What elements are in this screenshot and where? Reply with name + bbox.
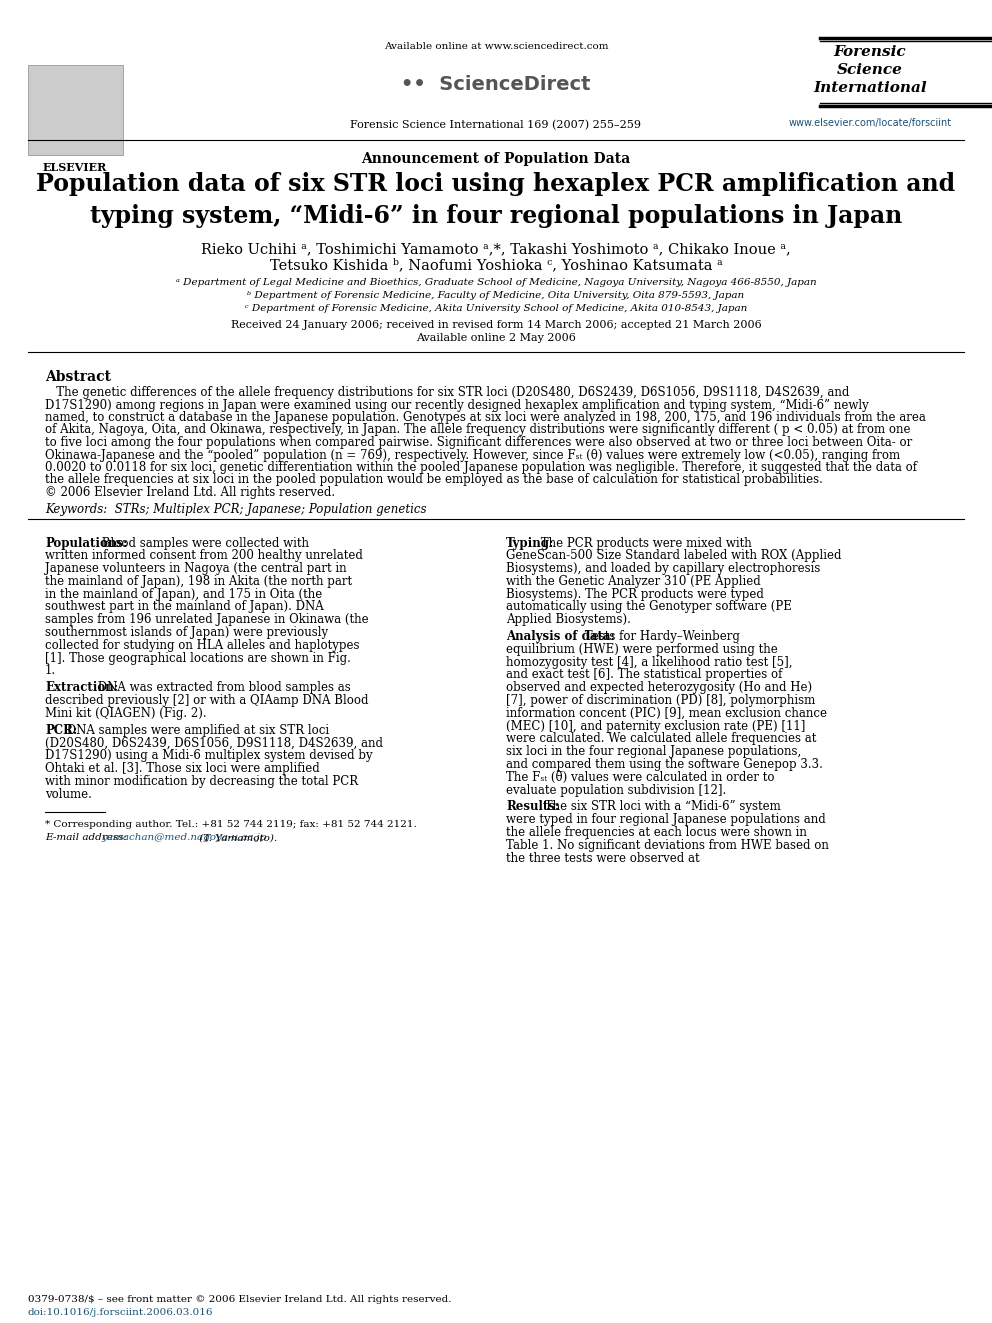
Text: ᶜ Department of Forensic Medicine, Akita University School of Medicine, Akita 01: ᶜ Department of Forensic Medicine, Akita… <box>245 304 747 314</box>
Text: Forensic: Forensic <box>833 45 907 60</box>
Text: (D20S480, D6S2439, D6S1056, D9S1118, D4S2639, and: (D20S480, D6S2439, D6S1056, D9S1118, D4S… <box>45 737 383 750</box>
Text: Rieko Uchihi ᵃ, Toshimichi Yamamoto ᵃ,*, Takashi Yoshimoto ᵃ, Chikako Inoue ᵃ,: Rieko Uchihi ᵃ, Toshimichi Yamamoto ᵃ,*,… <box>201 242 791 255</box>
Text: D17S1290) among regions in Japan were examined using our recently designed hexap: D17S1290) among regions in Japan were ex… <box>45 398 869 411</box>
Text: Populations:: Populations: <box>45 537 127 549</box>
Text: Abstract: Abstract <box>45 370 111 384</box>
Text: Population data of six STR loci using hexaplex PCR amplification and: Population data of six STR loci using he… <box>37 172 955 196</box>
Text: © 2006 Elsevier Ireland Ltd. All rights reserved.: © 2006 Elsevier Ireland Ltd. All rights … <box>45 486 335 499</box>
Text: of Akita, Nagoya, Oita, and Okinawa, respectively, in Japan. The allele frequenc: of Akita, Nagoya, Oita, and Okinawa, res… <box>45 423 911 437</box>
Text: Ohtaki et al. [3]. Those six loci were amplified: Ohtaki et al. [3]. Those six loci were a… <box>45 762 319 775</box>
Text: PCR:: PCR: <box>45 724 77 737</box>
Text: Biosystems). The PCR products were typed: Biosystems). The PCR products were typed <box>506 587 764 601</box>
Text: ••  ScienceDirect: •• ScienceDirect <box>401 75 591 94</box>
Text: the mainland of Japan), 198 in Akita (the north part: the mainland of Japan), 198 in Akita (th… <box>45 576 352 587</box>
Text: The PCR products were mixed with: The PCR products were mixed with <box>537 537 752 549</box>
Text: to five loci among the four populations when compared pairwise. Significant diff: to five loci among the four populations … <box>45 437 913 448</box>
Text: with the Genetic Analyzer 310 (PE Applied: with the Genetic Analyzer 310 (PE Applie… <box>506 576 761 587</box>
Text: samples from 196 unrelated Japanese in Okinawa (the: samples from 196 unrelated Japanese in O… <box>45 614 369 626</box>
Text: Extraction:: Extraction: <box>45 681 118 695</box>
Text: The Fₛₜ (θ̅) values were calculated in order to: The Fₛₜ (θ̅) values were calculated in o… <box>506 771 775 785</box>
Text: the three tests were observed at: the three tests were observed at <box>506 852 699 865</box>
Text: the allele frequencies at each locus were shown in: the allele frequencies at each locus wer… <box>506 826 806 839</box>
Text: Forensic Science International 169 (2007) 255–259: Forensic Science International 169 (2007… <box>350 120 642 130</box>
Text: collected for studying on HLA alleles and haplotypes: collected for studying on HLA alleles an… <box>45 639 359 652</box>
Text: and exact test [6]. The statistical properties of: and exact test [6]. The statistical prop… <box>506 668 783 681</box>
Text: (T. Yamamoto).: (T. Yamamoto). <box>195 833 277 843</box>
Text: Table 1. No significant deviations from HWE based on: Table 1. No significant deviations from … <box>506 839 829 852</box>
Text: DNA samples were amplified at six STR loci: DNA samples were amplified at six STR lo… <box>62 724 328 737</box>
Text: www.elsevier.com/locate/forsciint: www.elsevier.com/locate/forsciint <box>789 118 951 128</box>
Text: 0379-0738/$ – see front matter © 2006 Elsevier Ireland Ltd. All rights reserved.: 0379-0738/$ – see front matter © 2006 El… <box>28 1295 451 1304</box>
Text: Okinawa-Japanese and the “pooled” population (n = 769), respectively. However, s: Okinawa-Japanese and the “pooled” popula… <box>45 448 900 462</box>
Text: the allele frequencies at six loci in the pooled population would be employed as: the allele frequencies at six loci in th… <box>45 474 823 487</box>
Text: DNA was extracted from blood samples as: DNA was extracted from blood samples as <box>93 681 350 695</box>
Text: * Corresponding author. Tel.: +81 52 744 2119; fax: +81 52 744 2121.: * Corresponding author. Tel.: +81 52 744… <box>45 820 417 830</box>
Text: [1]. Those geographical locations are shown in Fig.: [1]. Those geographical locations are sh… <box>45 652 351 664</box>
Text: Announcement of Population Data: Announcement of Population Data <box>361 152 631 165</box>
Text: with minor modification by decreasing the total PCR: with minor modification by decreasing th… <box>45 775 358 789</box>
Text: equilibrium (HWE) were performed using the: equilibrium (HWE) were performed using t… <box>506 643 778 656</box>
Text: observed and expected heterozygosity (Ho and He): observed and expected heterozygosity (Ho… <box>506 681 812 695</box>
Text: Keywords:  STRs; Multiplex PCR; Japanese; Population genetics: Keywords: STRs; Multiplex PCR; Japanese;… <box>45 503 427 516</box>
FancyBboxPatch shape <box>28 65 123 155</box>
Text: named, to construct a database in the Japanese population. Genotypes at six loci: named, to construct a database in the Ja… <box>45 411 926 423</box>
Text: International: International <box>813 81 927 95</box>
Text: Results:: Results: <box>506 800 559 814</box>
Text: evaluate population subdivision [12].: evaluate population subdivision [12]. <box>506 783 726 796</box>
Text: Mini kit (QIAGEN) (Fig. 2).: Mini kit (QIAGEN) (Fig. 2). <box>45 706 206 720</box>
Text: Tetsuko Kishida ᵇ, Naofumi Yoshioka ᶜ, Yoshinao Katsumata ᵃ: Tetsuko Kishida ᵇ, Naofumi Yoshioka ᶜ, Y… <box>270 258 722 273</box>
Text: Available online at www.sciencedirect.com: Available online at www.sciencedirect.co… <box>384 42 608 52</box>
Text: 1.: 1. <box>45 664 57 677</box>
Text: Applied Biosystems).: Applied Biosystems). <box>506 614 631 626</box>
Text: (MEC) [10], and paternity exclusion rate (PE) [11]: (MEC) [10], and paternity exclusion rate… <box>506 720 806 733</box>
Text: Science: Science <box>837 64 903 77</box>
Text: Biosystems), and loaded by capillary electrophoresis: Biosystems), and loaded by capillary ele… <box>506 562 820 576</box>
Text: and compared them using the software Genepop 3.3.: and compared them using the software Gen… <box>506 758 823 771</box>
Text: ELSEVIER: ELSEVIER <box>43 161 107 173</box>
Text: GeneScan-500 Size Standard labeled with ROX (Applied: GeneScan-500 Size Standard labeled with … <box>506 549 841 562</box>
Text: Typing:: Typing: <box>506 537 555 549</box>
Text: Japanese volunteers in Nagoya (the central part in: Japanese volunteers in Nagoya (the centr… <box>45 562 346 576</box>
Text: six loci in the four regional Japanese populations,: six loci in the four regional Japanese p… <box>506 745 802 758</box>
Text: were typed in four regional Japanese populations and: were typed in four regional Japanese pop… <box>506 814 825 827</box>
Text: information concent (PIC) [9], mean exclusion chance: information concent (PIC) [9], mean excl… <box>506 706 827 720</box>
Text: Blood samples were collected with: Blood samples were collected with <box>98 537 310 549</box>
Text: ᵃ Department of Legal Medicine and Bioethics, Graduate School of Medicine, Nagoy: ᵃ Department of Legal Medicine and Bioet… <box>176 278 816 287</box>
Text: were calculated. We calculated allele frequencies at: were calculated. We calculated allele fr… <box>506 733 816 745</box>
Text: E-mail address:: E-mail address: <box>45 833 130 843</box>
Text: doi:10.1016/j.forsciint.2006.03.016: doi:10.1016/j.forsciint.2006.03.016 <box>28 1308 213 1316</box>
Text: typing system, “Midi-6” in four regional populations in Japan: typing system, “Midi-6” in four regional… <box>90 204 902 228</box>
Text: ᵇ Department of Forensic Medicine, Faculty of Medicine, Oita University, Oita 87: ᵇ Department of Forensic Medicine, Facul… <box>247 291 745 300</box>
Text: written informed consent from 200 healthy unrelated: written informed consent from 200 health… <box>45 549 363 562</box>
Text: in the mainland of Japan), and 175 in Oita (the: in the mainland of Japan), and 175 in Oi… <box>45 587 322 601</box>
Text: described previously [2] or with a QIAamp DNA Blood: described previously [2] or with a QIAam… <box>45 695 368 706</box>
Text: The genetic differences of the allele frequency distributions for six STR loci (: The genetic differences of the allele fr… <box>45 386 849 400</box>
Text: southwest part in the mainland of Japan). DNA: southwest part in the mainland of Japan)… <box>45 601 323 614</box>
Text: Received 24 January 2006; received in revised form 14 March 2006; accepted 21 Ma: Received 24 January 2006; received in re… <box>230 320 762 329</box>
Text: Analysis of data:: Analysis of data: <box>506 630 615 643</box>
Text: homozygosity test [4], a likelihood ratio test [5],: homozygosity test [4], a likelihood rati… <box>506 656 793 668</box>
Text: southernmost islands of Japan) were previously: southernmost islands of Japan) were prev… <box>45 626 328 639</box>
Text: Tests for Hardy–Weinberg: Tests for Hardy–Weinberg <box>581 630 740 643</box>
Text: D17S1290) using a Midi-6 multiplex system devised by: D17S1290) using a Midi-6 multiplex syste… <box>45 749 373 762</box>
Text: Available online 2 May 2006: Available online 2 May 2006 <box>416 333 576 343</box>
Text: The six STR loci with a “Midi-6” system: The six STR loci with a “Midi-6” system <box>542 800 781 814</box>
Text: yamachan@med.nagoya-u.ac.jp: yamachan@med.nagoya-u.ac.jp <box>101 833 267 843</box>
Text: automatically using the Genotyper software (PE: automatically using the Genotyper softwa… <box>506 601 792 614</box>
Text: 0.0020 to 0.0118 for six loci, genetic differentiation within the pooled Japanes: 0.0020 to 0.0118 for six loci, genetic d… <box>45 460 917 474</box>
Text: volume.: volume. <box>45 787 92 800</box>
Text: [7], power of discrimination (PD) [8], polymorphism: [7], power of discrimination (PD) [8], p… <box>506 695 815 706</box>
